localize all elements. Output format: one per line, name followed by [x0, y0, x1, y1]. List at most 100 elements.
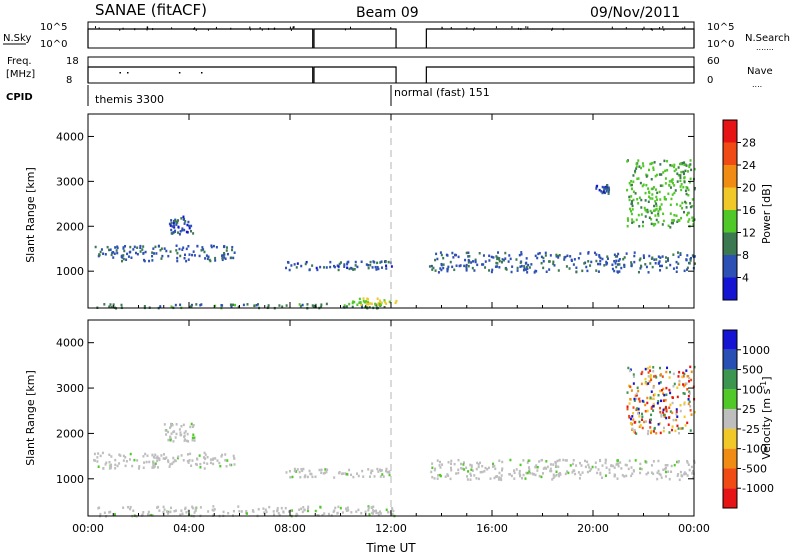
echo-mark	[689, 256, 692, 260]
echo-mark	[124, 464, 127, 468]
echo-mark	[510, 474, 513, 478]
echo-mark	[693, 188, 696, 191]
echo-mark	[660, 476, 663, 479]
echo-mark	[659, 431, 662, 435]
echo-mark	[352, 300, 355, 303]
echo-mark	[544, 251, 547, 255]
echo-mark	[638, 400, 641, 403]
echo-mark	[278, 304, 281, 307]
echo-mark	[108, 305, 111, 308]
echo-mark	[657, 214, 660, 217]
echo-mark	[237, 305, 240, 309]
echo-mark	[177, 226, 180, 229]
echo-mark	[170, 228, 173, 232]
echo-mark	[603, 186, 606, 189]
echo-mark	[337, 505, 340, 509]
noise-spike	[663, 28, 665, 31]
echo-mark	[495, 261, 498, 265]
frequency-outlier	[127, 72, 129, 74]
noise-spike	[349, 26, 351, 29]
echo-mark	[677, 472, 680, 476]
echo-mark	[356, 265, 359, 269]
echo-mark	[616, 255, 619, 258]
echo-mark	[203, 250, 206, 254]
echo-mark	[230, 463, 233, 467]
echo-mark	[646, 210, 649, 214]
x-tick-label: 16:00	[476, 522, 508, 535]
echo-mark	[620, 467, 623, 470]
echo-mark	[376, 467, 379, 471]
echo-mark	[365, 300, 368, 303]
echo-mark	[686, 459, 689, 463]
echo-mark	[565, 459, 568, 462]
echo-mark	[606, 257, 609, 260]
echo-mark	[659, 208, 662, 211]
echo-mark	[685, 472, 688, 476]
echo-mark	[129, 452, 132, 456]
echo-mark	[494, 475, 497, 478]
echo-mark	[113, 513, 116, 516]
echo-mark	[682, 391, 685, 395]
echo-mark	[326, 468, 329, 471]
echo-mark	[660, 415, 663, 418]
echo-mark	[156, 506, 159, 509]
echo-mark	[208, 258, 211, 262]
beam-title: Beam 09	[356, 5, 419, 21]
echo-mark	[178, 428, 181, 431]
echo-mark	[367, 509, 370, 512]
echo-mark	[573, 469, 576, 472]
echo-mark	[193, 511, 196, 514]
echo-mark	[134, 251, 137, 255]
echo-mark	[455, 264, 458, 267]
noise-spike	[193, 27, 195, 30]
echo-mark	[439, 251, 442, 254]
echo-mark	[632, 469, 635, 472]
echo-mark	[632, 406, 635, 409]
echo-mark	[214, 256, 217, 260]
echo-mark	[450, 459, 453, 463]
echo-mark	[683, 415, 686, 419]
echo-mark	[686, 461, 689, 464]
echo-mark	[633, 254, 636, 258]
echo-mark	[651, 161, 654, 165]
noise-right-tick-bottom: 10^0	[707, 39, 734, 50]
echo-mark	[251, 509, 254, 512]
echo-mark	[522, 268, 525, 272]
echo-mark	[451, 251, 454, 255]
echo-mark	[458, 264, 461, 268]
echo-mark	[672, 384, 675, 388]
echo-mark	[118, 462, 121, 465]
echo-mark	[599, 473, 602, 476]
noise-spike	[344, 28, 346, 31]
echo-mark	[98, 253, 101, 256]
echo-mark	[581, 471, 584, 474]
echo-mark	[693, 255, 696, 258]
echo-mark	[638, 258, 641, 262]
echo-mark	[595, 269, 598, 272]
echo-mark	[257, 303, 260, 306]
echo-mark	[278, 514, 281, 517]
echo-mark	[630, 261, 633, 264]
echo-mark	[187, 440, 190, 443]
echo-mark	[385, 264, 388, 268]
echo-mark	[534, 254, 537, 258]
echo-mark	[175, 220, 178, 224]
echo-mark	[511, 265, 514, 268]
echo-mark	[173, 459, 176, 462]
echo-mark	[172, 430, 175, 434]
echo-mark	[659, 406, 662, 410]
echo-mark	[665, 406, 668, 409]
echo-mark	[599, 256, 602, 260]
noise-spike	[495, 26, 497, 29]
echo-mark	[288, 268, 291, 272]
echo-mark	[133, 458, 136, 462]
date-title: 09/Nov/2011	[590, 5, 680, 21]
echo-mark	[186, 432, 189, 436]
echo-mark	[686, 421, 689, 425]
echo-mark	[688, 180, 691, 184]
echo-mark	[632, 382, 635, 385]
colorbar-frame	[722, 329, 738, 509]
echo-mark	[590, 468, 593, 471]
echo-mark	[525, 265, 528, 269]
